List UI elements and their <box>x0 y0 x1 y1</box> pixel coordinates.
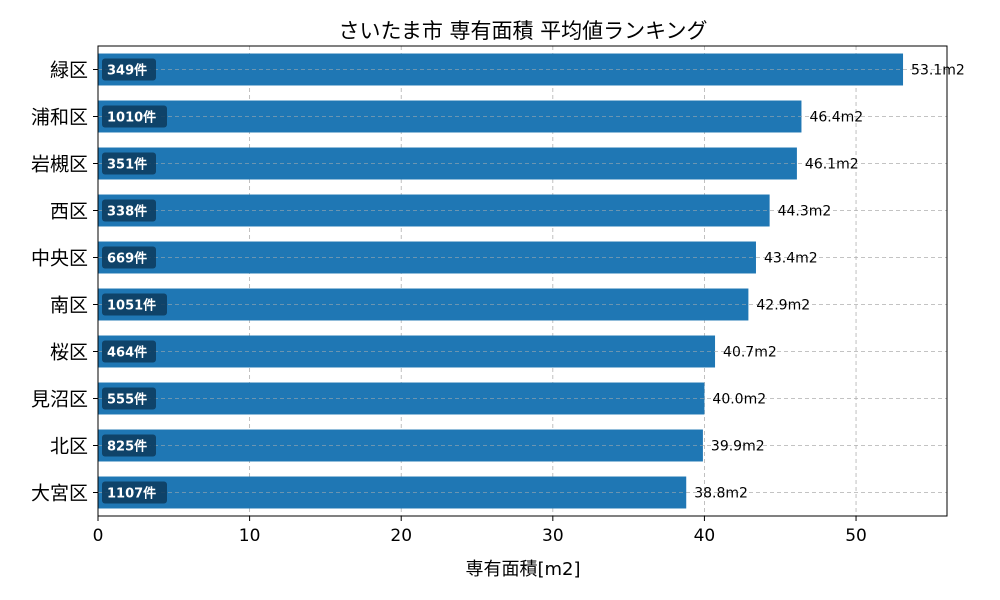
y-tick-label: 中央区 <box>31 248 88 270</box>
count-label: 349件 <box>107 63 147 79</box>
y-tick-label: 緑区 <box>50 60 88 82</box>
y-tick-label: 大宮区 <box>31 483 88 505</box>
value-label: 46.1m2 <box>805 157 859 173</box>
count-badge <box>102 58 156 81</box>
count-badge <box>102 199 156 222</box>
x-tick-label: 20 <box>390 526 412 546</box>
value-label: 38.8m2 <box>694 486 748 502</box>
value-label: 43.4m2 <box>764 251 818 267</box>
y-tick-label: 岩槻区 <box>31 154 88 176</box>
value-label: 42.9m2 <box>756 298 810 314</box>
count-badge <box>102 340 156 363</box>
value-label: 39.9m2 <box>711 439 765 455</box>
count-label: 1051件 <box>107 298 156 314</box>
value-label: 46.4m2 <box>809 110 863 126</box>
bars <box>98 53 904 509</box>
count-badge <box>102 293 167 316</box>
y-tick-label: 西区 <box>50 201 88 223</box>
value-label: 44.3m2 <box>778 204 832 220</box>
value-label: 40.0m2 <box>712 392 766 408</box>
bar <box>98 194 770 227</box>
x-tick-label: 30 <box>542 526 564 546</box>
bar <box>98 147 797 180</box>
y-tick-label: 見沼区 <box>31 389 88 411</box>
count-label: 464件 <box>107 345 147 361</box>
count-badge <box>102 434 156 457</box>
chart-title: さいたま市 専有面積 平均値ランキング <box>338 19 707 43</box>
count-badge <box>102 152 156 175</box>
count-label: 351件 <box>107 157 147 173</box>
y-tick-label: 北区 <box>50 436 88 458</box>
x-tick-label: 10 <box>239 526 261 546</box>
count-label: 338件 <box>107 204 147 220</box>
y-tick-label: 桜区 <box>50 342 88 364</box>
count-label: 1107件 <box>107 486 156 502</box>
x-axis-label: 専有面積[m2] <box>465 559 580 580</box>
x-tick-label: 0 <box>93 526 104 546</box>
count-label: 669件 <box>107 251 147 267</box>
count-label: 1010件 <box>107 110 156 126</box>
value-label: 40.7m2 <box>723 345 777 361</box>
value-label: 53.1m2 <box>911 63 965 79</box>
count-label: 825件 <box>107 439 147 455</box>
plot-frame <box>97 45 948 517</box>
count-label: 555件 <box>107 392 147 408</box>
y-tick-label: 浦和区 <box>31 107 88 129</box>
y-tick-label: 南区 <box>50 295 88 317</box>
count-badge <box>102 481 167 504</box>
value-labels: 349件 53.1m2 1010件 46.4m2 351件 46.1m2 338件 44.3m… <box>102 58 965 504</box>
count-badge <box>102 105 167 128</box>
count-badge <box>102 246 156 269</box>
x-tick-label: 50 <box>845 526 867 546</box>
count-badge <box>102 387 156 410</box>
x-tick-label: 40 <box>694 526 716 546</box>
